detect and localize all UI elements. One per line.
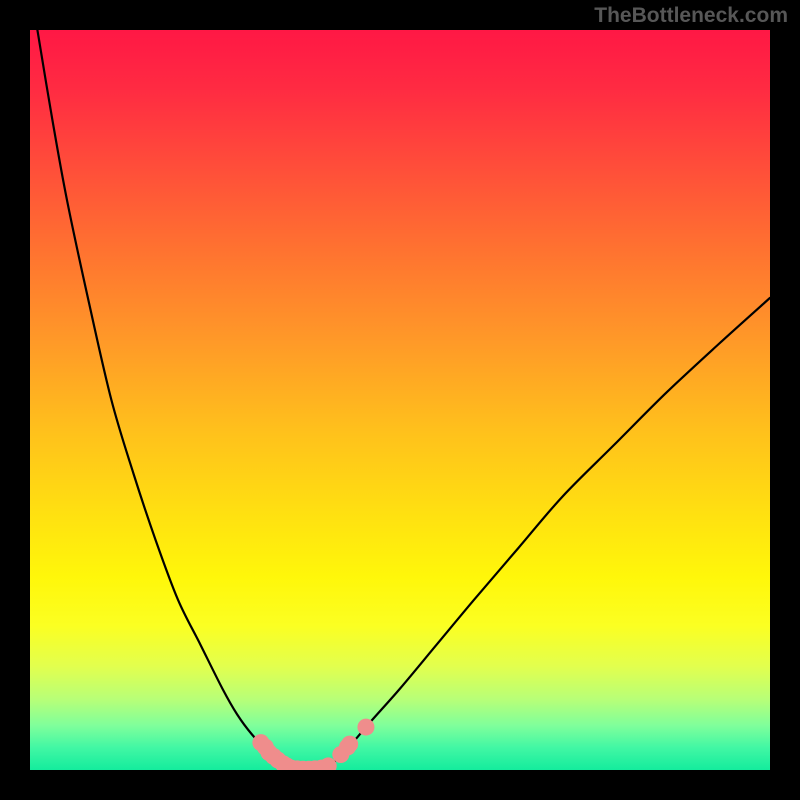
bottleneck-chart <box>30 30 770 770</box>
marker-outlier-right <box>357 719 374 736</box>
chart-svg <box>30 30 770 770</box>
watermark-text: TheBottleneck.com <box>594 4 788 28</box>
marker-cluster-right <box>341 736 358 753</box>
